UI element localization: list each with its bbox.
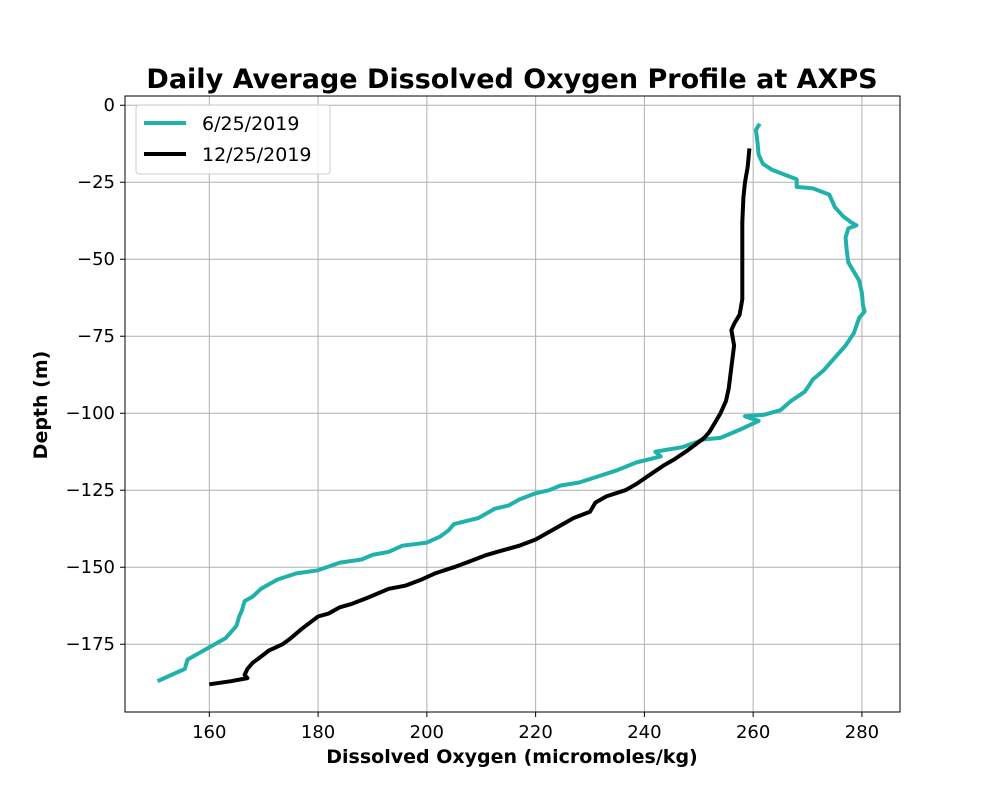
- plot-frame: [124, 95, 901, 713]
- y-tick-label: −150: [66, 557, 115, 578]
- x-tick-label: 200: [410, 722, 444, 743]
- series-layer: [156, 122, 867, 687]
- axis-ticks: [120, 104, 863, 717]
- y-tick-label: −50: [77, 249, 115, 270]
- x-tick-label: 220: [518, 722, 552, 743]
- gridlines: [125, 96, 900, 712]
- series-line-2: [209, 148, 752, 687]
- y-tick-label: −25: [77, 172, 115, 193]
- y-tick-label: −175: [66, 634, 115, 655]
- y-tick-label: −75: [77, 326, 115, 347]
- x-tick-label: 280: [845, 722, 879, 743]
- y-tick-label: −100: [66, 403, 115, 424]
- y-tick-label: −125: [66, 480, 115, 501]
- x-tick-label: 160: [192, 722, 226, 743]
- legend: 6/25/2019 12/25/2019: [135, 104, 331, 175]
- chart-title: Daily Average Dissolved Oxygen Profile a…: [146, 64, 877, 95]
- x-tick-label: 260: [736, 722, 770, 743]
- y-tick-label: 0: [104, 95, 115, 116]
- x-axis-label: Dissolved Oxygen (micromoles/kg): [326, 746, 697, 768]
- legend-label-series-1: 6/25/2019: [202, 113, 299, 135]
- tick-labels: 160 180 200 220 240 260 280 0 −25 −50 −75 −100 −125 −…: [66, 95, 880, 743]
- x-tick-label: 240: [627, 722, 661, 743]
- series-line-1: [156, 122, 867, 684]
- y-axis-label: Depth (m): [30, 351, 52, 460]
- x-tick-label: 180: [301, 722, 335, 743]
- legend-label-series-2: 12/25/2019: [202, 144, 312, 166]
